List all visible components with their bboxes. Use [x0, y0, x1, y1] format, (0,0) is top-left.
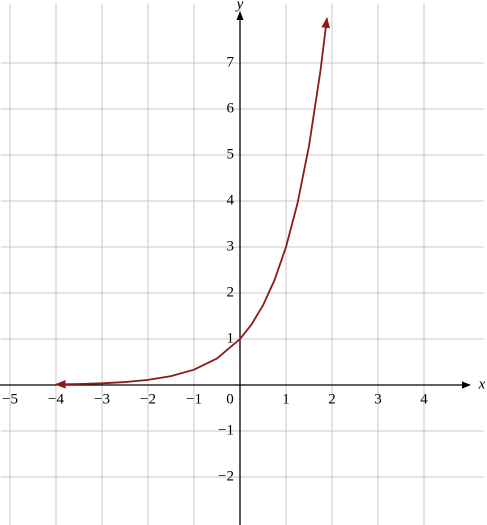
x-tick-label: −5	[2, 391, 18, 407]
y-tick-label: 4	[227, 192, 235, 208]
x-tick-label: 4	[420, 391, 428, 407]
y-tick-label: −2	[218, 468, 234, 484]
axes	[0, 11, 471, 525]
y-tick-label: 2	[227, 284, 235, 300]
x-tick-label: 3	[374, 391, 382, 407]
curve	[54, 17, 331, 389]
y-tick-label: 7	[227, 54, 235, 70]
x-tick-label: 1	[282, 391, 290, 407]
y-tick-label: 3	[227, 238, 235, 254]
grid	[0, 3, 484, 525]
y-tick-label: 6	[227, 100, 235, 116]
y-tick-label: 5	[227, 146, 235, 162]
y-axis-label: y	[235, 0, 244, 12]
x-tick-label: 0	[226, 391, 234, 407]
x-tick-label: −4	[48, 391, 64, 407]
x-tick-label: −3	[94, 391, 110, 407]
x-axis-label: x	[478, 376, 486, 392]
x-tick-label: 2	[328, 391, 336, 407]
x-tick-label: −1	[186, 391, 202, 407]
y-tick-label: −1	[218, 422, 234, 438]
x-tick-label: −2	[140, 391, 156, 407]
